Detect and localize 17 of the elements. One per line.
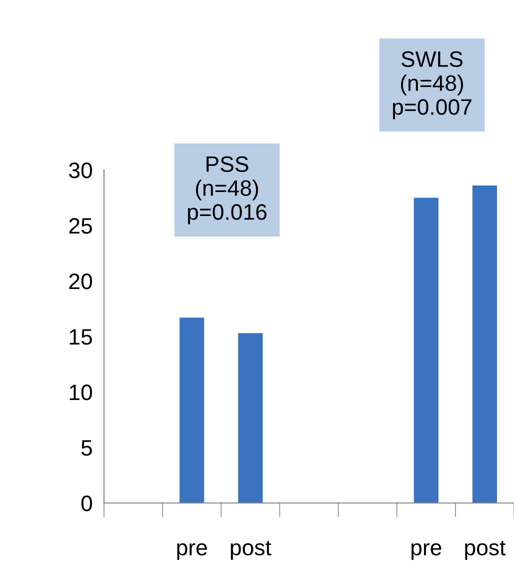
y-tick-label: 10 <box>70 384 92 400</box>
y-tick-label: 0 <box>81 496 92 512</box>
y-tick-label: 20 <box>69 274 92 290</box>
y-tick-label: 25 <box>69 218 92 234</box>
bar <box>180 318 204 503</box>
annotation: PSS (n=48) p=0.016 <box>188 156 266 224</box>
bar <box>238 333 263 503</box>
x-tick-label: pre <box>412 543 442 560</box>
text: SWLS (n=48) p=0.007 <box>392 51 472 120</box>
y-tick-label: 15 <box>70 329 92 345</box>
x-tick-label: pre <box>177 543 207 560</box>
bar <box>414 198 438 503</box>
y-tick-label: 5 <box>81 440 92 456</box>
x-tick-label: post <box>465 540 506 560</box>
y-tick-label: 30 <box>69 162 92 178</box>
x-tick-label: post <box>230 540 272 560</box>
bar <box>472 186 498 503</box>
